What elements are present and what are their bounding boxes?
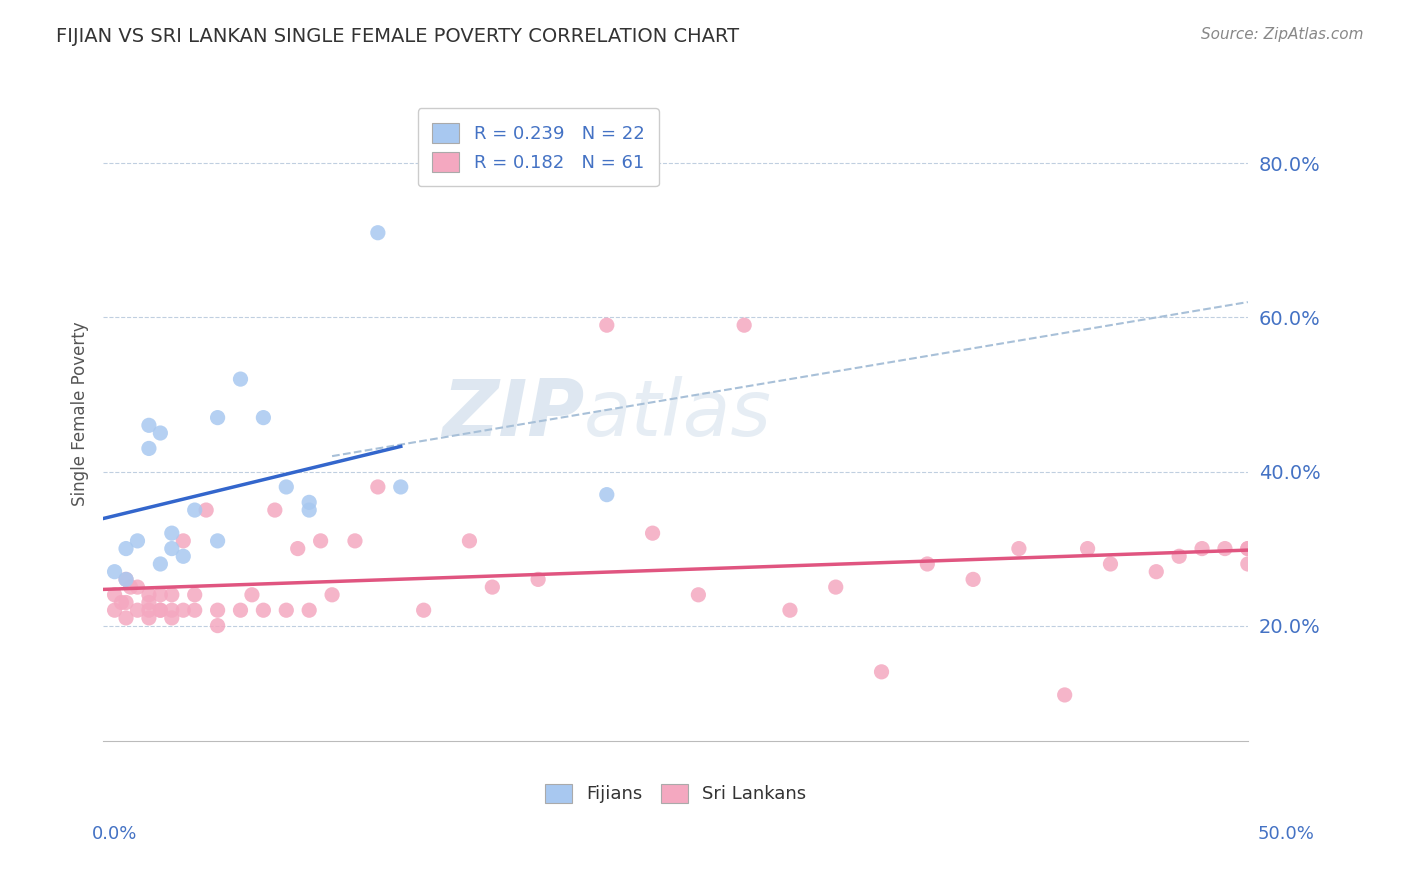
Point xyxy=(138,595,160,609)
Point xyxy=(229,372,252,386)
Legend: Fijians, Sri Lankans: Fijians, Sri Lankans xyxy=(537,776,814,811)
Point xyxy=(1053,688,1076,702)
Point xyxy=(207,618,229,632)
Point xyxy=(596,318,619,333)
Point xyxy=(1213,541,1236,556)
Point xyxy=(127,580,149,594)
Point xyxy=(1191,541,1213,556)
Point xyxy=(367,480,389,494)
Point xyxy=(596,488,619,502)
Point xyxy=(367,226,389,240)
Point xyxy=(229,603,252,617)
Point xyxy=(160,588,183,602)
Point xyxy=(172,549,194,564)
Point xyxy=(389,480,412,494)
Point xyxy=(138,603,160,617)
Point xyxy=(481,580,503,594)
Point xyxy=(252,410,274,425)
Point xyxy=(688,588,710,602)
Point xyxy=(103,588,125,602)
Point xyxy=(1144,565,1167,579)
Point xyxy=(252,603,274,617)
Point xyxy=(458,533,481,548)
Point xyxy=(195,503,218,517)
Point xyxy=(138,418,160,433)
Point xyxy=(149,425,172,440)
Point xyxy=(321,588,343,602)
Point xyxy=(115,611,138,625)
Point xyxy=(127,533,149,548)
Point xyxy=(298,603,321,617)
Point xyxy=(149,603,172,617)
Point xyxy=(1237,541,1260,556)
Point xyxy=(343,533,366,548)
Point xyxy=(240,588,263,602)
Point xyxy=(127,603,149,617)
Point xyxy=(207,603,229,617)
Point xyxy=(527,573,550,587)
Point xyxy=(183,588,205,602)
Point xyxy=(1237,557,1260,571)
Point xyxy=(115,541,138,556)
Point xyxy=(309,533,332,548)
Point xyxy=(1237,541,1260,556)
Point xyxy=(962,573,984,587)
Point xyxy=(779,603,801,617)
Point xyxy=(183,503,205,517)
Point xyxy=(276,603,298,617)
Point xyxy=(160,611,183,625)
Point xyxy=(138,442,160,456)
Point xyxy=(172,533,194,548)
Text: Source: ZipAtlas.com: Source: ZipAtlas.com xyxy=(1201,27,1364,42)
Point xyxy=(207,410,229,425)
Point xyxy=(115,573,138,587)
Point xyxy=(287,541,309,556)
Point xyxy=(207,533,229,548)
Point xyxy=(160,526,183,541)
Point xyxy=(412,603,434,617)
Y-axis label: Single Female Poverty: Single Female Poverty xyxy=(72,321,89,506)
Point xyxy=(298,503,321,517)
Point xyxy=(1008,541,1031,556)
Text: 50.0%: 50.0% xyxy=(1258,825,1315,843)
Point xyxy=(641,526,664,541)
Point xyxy=(138,588,160,602)
Point xyxy=(870,665,893,679)
Point xyxy=(115,573,138,587)
Point xyxy=(733,318,755,333)
Point xyxy=(138,611,160,625)
Text: ZIP: ZIP xyxy=(441,376,583,451)
Point xyxy=(183,603,205,617)
Point xyxy=(263,503,285,517)
Point xyxy=(917,557,939,571)
Point xyxy=(298,495,321,509)
Point xyxy=(149,557,172,571)
Point xyxy=(160,603,183,617)
Point xyxy=(1099,557,1122,571)
Text: atlas: atlas xyxy=(583,376,772,451)
Point xyxy=(1168,549,1191,564)
Point xyxy=(172,603,194,617)
Point xyxy=(120,580,142,594)
Point xyxy=(103,603,125,617)
Point xyxy=(160,541,183,556)
Point xyxy=(103,565,125,579)
Point xyxy=(149,588,172,602)
Point xyxy=(115,595,138,609)
Point xyxy=(110,595,132,609)
Point xyxy=(1077,541,1099,556)
Point xyxy=(824,580,846,594)
Point xyxy=(276,480,298,494)
Point xyxy=(149,603,172,617)
Text: 0.0%: 0.0% xyxy=(91,825,136,843)
Text: FIJIAN VS SRI LANKAN SINGLE FEMALE POVERTY CORRELATION CHART: FIJIAN VS SRI LANKAN SINGLE FEMALE POVER… xyxy=(56,27,740,45)
